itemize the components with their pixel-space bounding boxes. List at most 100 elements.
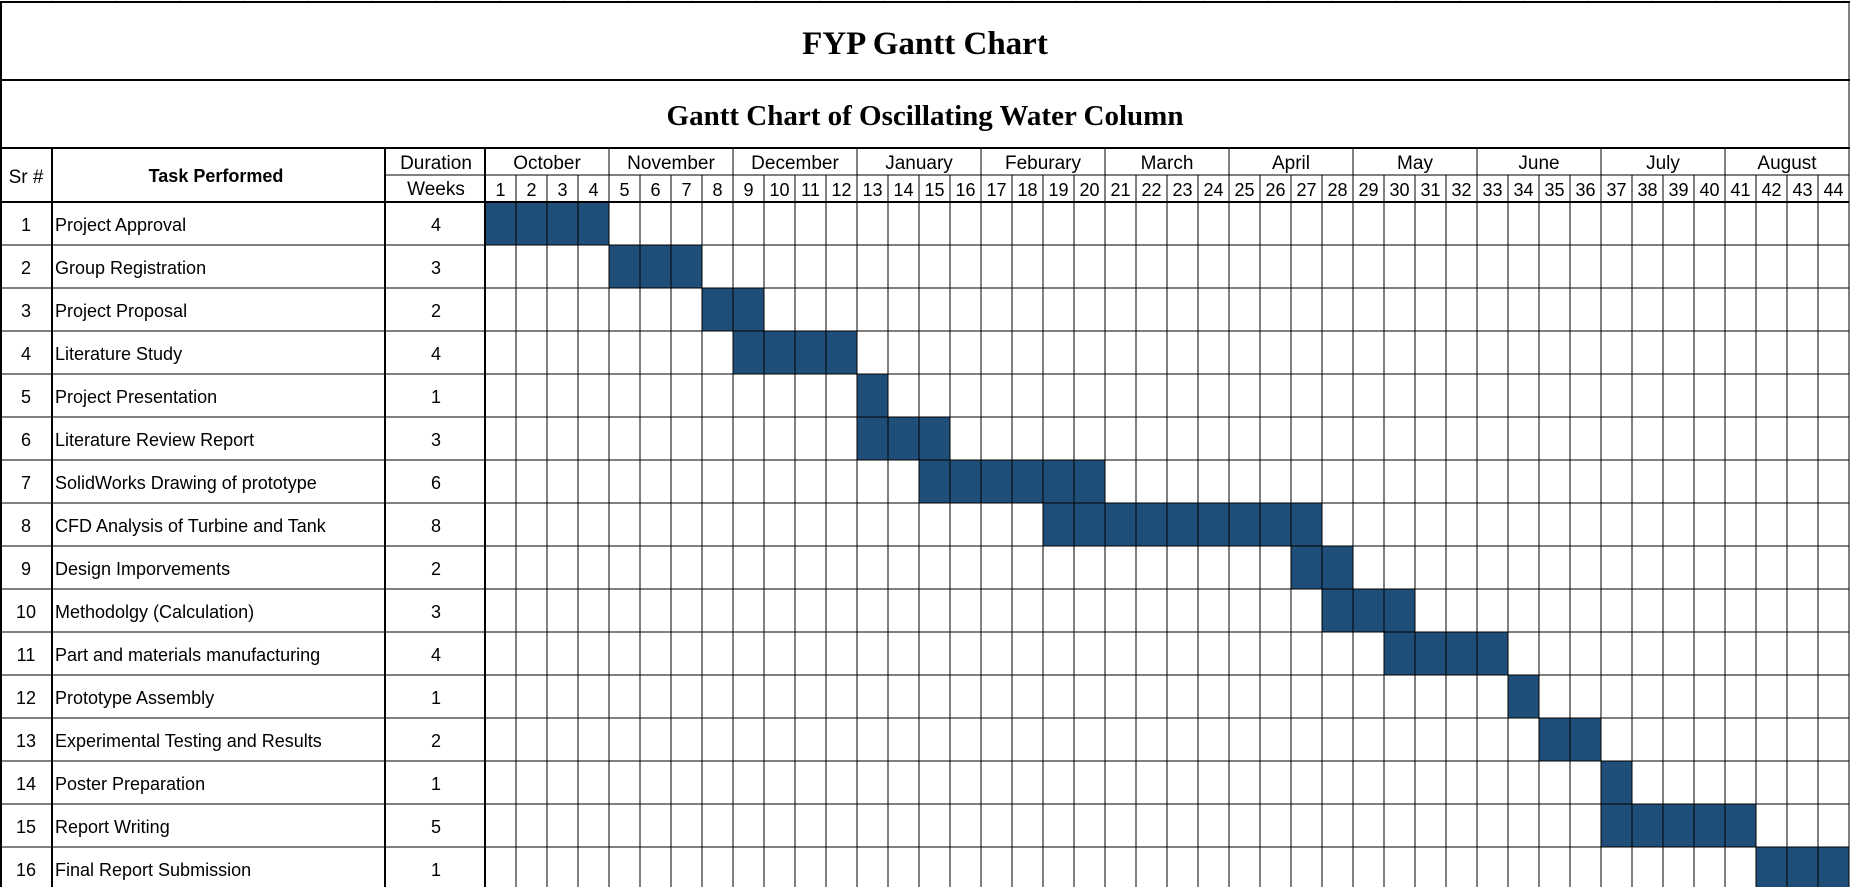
month-label: Feburary xyxy=(1005,153,1082,174)
week-number-label: 2 xyxy=(526,180,536,200)
task-duration: 6 xyxy=(431,473,441,493)
task-bar xyxy=(1322,589,1415,632)
week-number-label: 3 xyxy=(557,180,567,200)
task-name: Literature Review Report xyxy=(55,430,254,450)
week-number-label: 31 xyxy=(1420,180,1440,200)
month-labels: October November December January Feburary Ma… xyxy=(513,153,1817,174)
task-sr-number: 8 xyxy=(21,516,31,536)
task-name: Project Presentation xyxy=(55,387,217,407)
task-duration: 4 xyxy=(431,344,441,364)
table-row: 1 Project Approval 4 xyxy=(21,215,441,235)
month-label: March xyxy=(1141,153,1194,174)
task-bar xyxy=(1601,804,1756,847)
task-column-header: Task Performed xyxy=(149,166,284,186)
week-number-label: 36 xyxy=(1575,180,1595,200)
task-sr-number: 1 xyxy=(21,215,31,235)
task-name: Part and materials manufacturing xyxy=(55,645,320,665)
week-number-label: 33 xyxy=(1482,180,1502,200)
task-sr-number: 16 xyxy=(16,860,36,880)
table-row: 5 Project Presentation 1 xyxy=(21,387,441,407)
week-number-label: 17 xyxy=(986,180,1006,200)
week-number-label: 42 xyxy=(1761,180,1781,200)
task-duration: 3 xyxy=(431,258,441,278)
table-row: 6 Literature Review Report 3 xyxy=(21,430,441,450)
task-name: Group Registration xyxy=(55,258,206,278)
task-name: Final Report Submission xyxy=(55,860,251,880)
task-sr-number: 11 xyxy=(17,645,36,665)
week-number-label: 15 xyxy=(924,180,944,200)
week-number-label: 7 xyxy=(681,180,691,200)
task-sr-number: 3 xyxy=(21,301,31,321)
task-sr-number: 9 xyxy=(21,559,31,579)
week-number-label: 5 xyxy=(619,180,629,200)
task-sr-number: 6 xyxy=(21,430,31,450)
table-row: 13 Experimental Testing and Results 2 xyxy=(16,731,441,751)
week-number-label: 19 xyxy=(1048,180,1068,200)
task-bar xyxy=(1756,847,1849,887)
week-labels: 1 2 3 4 5 6 7 8 9 10 11 12 13 14 15 16 17 18 19 20 21 22 23 24 2… xyxy=(495,180,1843,200)
task-sr-number: 13 xyxy=(16,731,36,751)
week-number-label: 32 xyxy=(1451,180,1471,200)
task-duration: 4 xyxy=(431,645,441,665)
task-duration: 2 xyxy=(431,731,441,751)
week-number-label: 20 xyxy=(1079,180,1099,200)
task-name: Experimental Testing and Results xyxy=(55,731,322,751)
table-row: 7 SolidWorks Drawing of prototype 6 xyxy=(21,473,441,493)
week-number-label: 34 xyxy=(1513,180,1533,200)
week-number-label: 27 xyxy=(1296,180,1316,200)
week-number-label: 28 xyxy=(1327,180,1347,200)
task-name: Design Imporvements xyxy=(55,559,230,579)
table-row: 3 Project Proposal 2 xyxy=(21,301,441,321)
week-number-label: 18 xyxy=(1017,180,1037,200)
week-number-label: 37 xyxy=(1606,180,1626,200)
week-number-label: 13 xyxy=(862,180,882,200)
task-sr-number: 7 xyxy=(21,473,31,493)
week-number-label: 23 xyxy=(1172,180,1192,200)
table-row: 10 Methodolgy (Calculation) 3 xyxy=(16,602,441,622)
task-duration: 2 xyxy=(431,301,441,321)
table-row: 8 CFD Analysis of Turbine and Tank 8 xyxy=(21,516,441,536)
task-rows: 1 Project Approval 4 2 Group Registration 3 3 P… xyxy=(16,215,441,880)
month-label: August xyxy=(1757,153,1817,174)
week-number-label: 22 xyxy=(1141,180,1161,200)
task-bar xyxy=(1508,675,1539,718)
week-number-label: 4 xyxy=(588,180,598,200)
task-name: Literature Study xyxy=(55,344,182,364)
month-label: November xyxy=(627,153,715,174)
table-row: 2 Group Registration 3 xyxy=(21,258,441,278)
table-row: 12 Prototype Assembly 1 xyxy=(16,688,441,708)
task-name: Poster Preparation xyxy=(55,774,205,794)
task-name: SolidWorks Drawing of prototype xyxy=(55,473,317,493)
task-sr-number: 2 xyxy=(21,258,31,278)
month-label: July xyxy=(1646,153,1680,174)
chart-title: FYP Gantt Chart xyxy=(802,26,1048,62)
week-number-label: 8 xyxy=(712,180,722,200)
week-number-label: 44 xyxy=(1823,180,1843,200)
week-number-label: 11 xyxy=(801,180,820,200)
chart-subtitle: Gantt Chart of Oscillating Water Column xyxy=(667,100,1184,132)
month-label: October xyxy=(513,153,581,174)
duration-column-header: Duration xyxy=(400,153,472,174)
task-bar xyxy=(609,245,702,288)
task-duration: 1 xyxy=(431,860,441,880)
table-row: 4 Literature Study 4 xyxy=(21,344,441,364)
task-bar xyxy=(857,417,950,460)
task-sr-number: 12 xyxy=(16,688,36,708)
task-name: Report Writing xyxy=(55,817,170,837)
week-number-label: 26 xyxy=(1265,180,1285,200)
task-duration: 3 xyxy=(431,602,441,622)
task-sr-number: 10 xyxy=(16,602,36,622)
week-number-label: 41 xyxy=(1730,180,1750,200)
week-number-label: 39 xyxy=(1668,180,1688,200)
week-number-label: 9 xyxy=(743,180,753,200)
task-bar xyxy=(1601,761,1632,804)
week-number-label: 43 xyxy=(1792,180,1812,200)
table-row: 16 Final Report Submission 1 xyxy=(16,860,441,880)
task-bar xyxy=(857,374,888,417)
week-number-label: 24 xyxy=(1203,180,1223,200)
task-sr-number: 4 xyxy=(21,344,31,364)
task-name: CFD Analysis of Turbine and Tank xyxy=(55,516,327,536)
week-number-label: 6 xyxy=(650,180,660,200)
week-number-label: 35 xyxy=(1544,180,1564,200)
